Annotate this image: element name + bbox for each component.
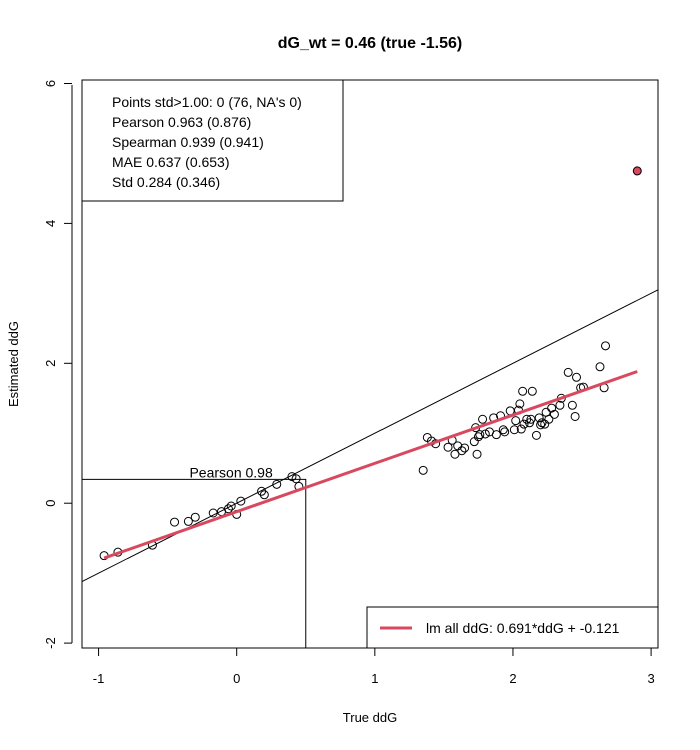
x-tick-label: -1	[93, 671, 105, 686]
data-point	[272, 479, 282, 489]
x-axis: -1 0 1 2 3	[93, 647, 655, 686]
data-point	[534, 413, 544, 423]
stats-line-std: Std 0.284 (0.346)	[112, 174, 220, 190]
data-point	[500, 427, 510, 437]
data-point	[498, 425, 508, 435]
data-point	[450, 449, 460, 459]
x-axis-label: True ddG	[343, 710, 397, 725]
stats-box-frame	[81, 79, 344, 202]
y-axis: -2 0 2 4 6	[43, 80, 73, 649]
data-point	[259, 490, 269, 500]
data-point	[226, 501, 236, 511]
legend: lm all ddG: 0.691*ddG + -0.121	[366, 606, 659, 649]
data-point	[469, 437, 479, 447]
data-point	[527, 386, 537, 396]
data-point	[475, 430, 485, 440]
data-point	[509, 425, 519, 435]
data-point	[519, 419, 529, 429]
x-tick-label: 1	[371, 671, 378, 686]
legend-frame	[366, 606, 659, 649]
data-point	[544, 414, 554, 424]
data-point	[570, 411, 580, 421]
data-point	[208, 508, 218, 518]
y-tick-label: 2	[43, 360, 58, 367]
data-point	[601, 341, 611, 351]
data-point	[536, 420, 546, 430]
data-point	[478, 414, 488, 424]
data-point	[223, 504, 233, 514]
data-point	[291, 474, 301, 484]
stats-box: Points std>1.00: 0 (76, NA's 0) Pearson …	[81, 79, 344, 202]
y-tick-label: -2	[43, 637, 58, 649]
data-point	[563, 367, 573, 377]
data-point	[567, 400, 577, 410]
regression-fit-line	[103, 370, 638, 560]
stats-line-pearson: Pearson 0.963 (0.876)	[112, 114, 251, 130]
pearson-subset-box	[82, 478, 307, 648]
stats-line-points: Points std>1.00: 0 (76, NA's 0)	[112, 94, 302, 110]
data-point	[457, 446, 467, 456]
data-point	[491, 430, 501, 440]
data-point	[190, 512, 200, 522]
data-point	[555, 400, 565, 410]
stats-line-mae: MAE 0.637 (0.653)	[112, 154, 230, 170]
x-tick-label: 0	[233, 671, 240, 686]
data-points	[99, 341, 611, 561]
data-point	[515, 399, 525, 409]
stats-line-spearman: Spearman 0.939 (0.941)	[112, 134, 264, 150]
data-point	[547, 403, 557, 413]
data-point	[518, 386, 528, 396]
data-point	[572, 372, 582, 382]
y-tick-label: 4	[43, 220, 58, 227]
data-point	[460, 443, 470, 453]
data-point	[170, 517, 180, 527]
data-point	[472, 449, 482, 459]
chart-title: dG_wt = 0.46 (true -1.56)	[278, 35, 463, 52]
y-tick-label: 6	[43, 80, 58, 87]
data-point	[287, 472, 297, 482]
data-point	[549, 409, 559, 419]
y-tick-label: 0	[43, 500, 58, 507]
x-tick-label: 2	[509, 671, 516, 686]
outlier-point	[632, 166, 642, 176]
data-point	[480, 429, 490, 439]
data-point	[516, 424, 526, 434]
data-point	[418, 465, 428, 475]
pearson-subset-label: Pearson 0.98	[189, 464, 272, 480]
data-point	[595, 362, 605, 372]
y-axis-label: Estimated ddG	[6, 321, 21, 407]
identity-line	[82, 289, 658, 582]
plot-area: Pearson 0.98 Points std>1.00: 0 (76, NA'…	[81, 79, 659, 649]
data-point	[526, 414, 536, 424]
data-point	[531, 430, 541, 440]
data-point	[236, 496, 246, 506]
x-tick-label: 3	[647, 671, 654, 686]
data-point	[443, 442, 453, 452]
data-point	[511, 416, 521, 426]
legend-label: lm all ddG: 0.691*ddG + -0.121	[426, 620, 620, 636]
data-point	[183, 516, 193, 526]
